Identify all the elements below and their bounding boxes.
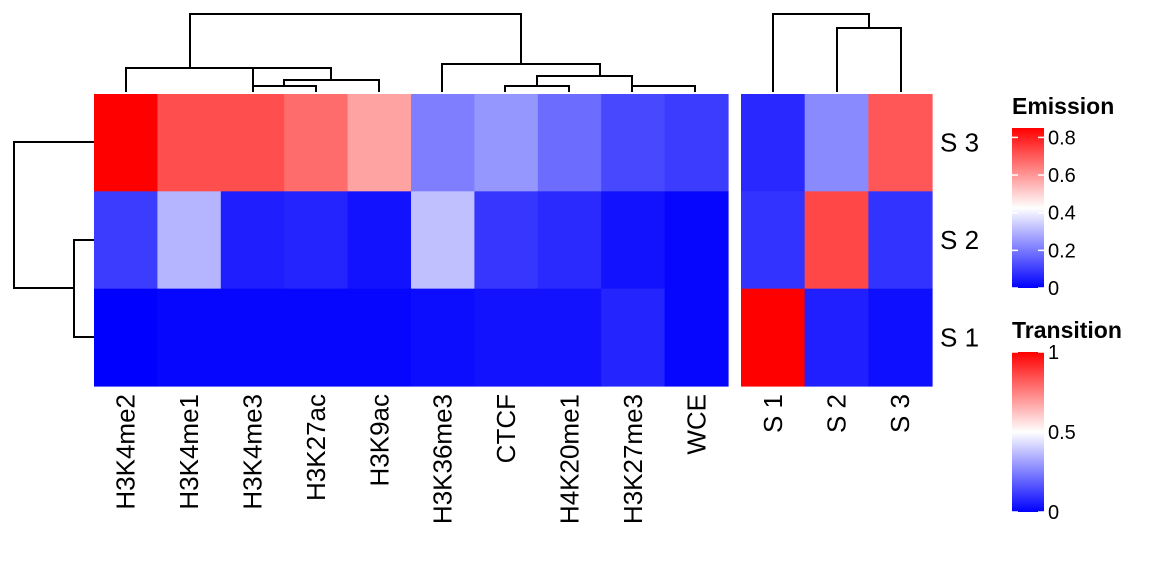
- transition-column-label: S 3: [885, 394, 915, 433]
- transition-cell-S3-S1: [741, 94, 806, 192]
- transition-cell-S2-S3: [868, 191, 933, 290]
- emission-cell-S2-H4K20me1: [537, 191, 602, 290]
- transition-heatmap: [741, 94, 933, 387]
- emission-cell-S2-H3K4me3: [220, 191, 285, 290]
- heatmap-labels: H3K4me2 H3K4me1 H3K4me3 H3K27ac H3K9ac H3K36m…: [111, 128, 979, 524]
- row-label: S 1: [940, 322, 979, 352]
- emission-cell-S1-CTCF: [474, 288, 539, 387]
- row-label: S 2: [940, 225, 979, 255]
- emission-cell-S3-H3K4me3: [220, 94, 285, 192]
- transition-column-label: S 1: [758, 394, 788, 433]
- transition-legend-tick-label: 1: [1048, 342, 1059, 364]
- emission-cell-S1-H3K9ac: [347, 288, 412, 387]
- transition-column-label: S 2: [822, 394, 852, 433]
- emission-cell-S3-H3K9ac: [347, 94, 412, 192]
- emission-cell-S1-WCE: [664, 288, 729, 387]
- transition-cell-S3-S2: [804, 94, 869, 192]
- emission-cell-S3-H3K36me3: [411, 94, 475, 192]
- emission-cell-S3-H3K27ac: [284, 94, 349, 192]
- transition-legend-tick-label: 0.5: [1048, 422, 1076, 444]
- emission-cell-S3-CTCF: [474, 94, 539, 192]
- emission-cell-S2-H3K4me2: [94, 191, 158, 290]
- emission-column-label: WCE: [681, 394, 711, 455]
- emission-cell-S2-WCE: [664, 191, 729, 290]
- emission-legend-tick-label: 0.4: [1048, 203, 1076, 225]
- emission-column-label: H3K4me2: [111, 394, 141, 510]
- transition-cell-S1-S1: [741, 288, 806, 387]
- emission-cell-S1-H3K4me2: [94, 288, 158, 387]
- emission-column-label: CTCF: [491, 394, 521, 463]
- emission-cell-S2-H3K27ac: [284, 191, 349, 290]
- emission-legend-tick-label: 0: [1048, 278, 1059, 300]
- emission-column-label: H3K4me3: [238, 394, 268, 510]
- emission-column-label: H4K20me1: [555, 394, 585, 524]
- transition-cell-S2-S2: [804, 191, 869, 290]
- emission-column-label: H3K4me1: [174, 394, 204, 510]
- column-dendrogram-emission: [125, 13, 696, 92]
- emission-cell-S2-H3K27me3: [601, 191, 666, 290]
- emission-cell-S3-H3K4me1: [157, 94, 222, 192]
- transition-cell-S1-S3: [868, 288, 933, 387]
- emission-heatmap: [94, 94, 729, 387]
- emission-cell-S1-H3K27ac: [284, 288, 349, 387]
- emission-cell-S3-H3K4me2: [94, 94, 158, 192]
- emission-column-label: H3K27me3: [618, 394, 648, 524]
- emission-cell-S2-H3K36me3: [411, 191, 475, 290]
- transition-legend-tick-label: 0: [1048, 502, 1059, 524]
- emission-legend-tick-label: 0.6: [1048, 165, 1076, 187]
- transition-cell-S1-S2: [804, 288, 869, 387]
- emission-cell-S3-H4K20me1: [537, 94, 602, 192]
- column-dendrogram-transition: [772, 13, 902, 92]
- emission-colorbar: [1012, 128, 1044, 288]
- emission-cell-S1-H3K36me3: [411, 288, 475, 387]
- emission-cell-S2-CTCF: [474, 191, 539, 290]
- emission-cell-S1-H3K4me1: [157, 288, 222, 387]
- transition-cell-S3-S3: [868, 94, 933, 192]
- emission-column-label: H3K27ac: [301, 394, 331, 501]
- emission-cell-S1-H4K20me1: [537, 288, 602, 387]
- row-dendrogram: [13, 141, 94, 338]
- row-label: S 3: [940, 128, 979, 158]
- emission-cell-S3-H3K27me3: [601, 94, 666, 192]
- emission-legend-tick-label: 0.8: [1048, 127, 1076, 149]
- emission-cell-S1-H3K27me3: [601, 288, 666, 387]
- transition-cell-S2-S1: [741, 191, 806, 290]
- emission-legend: Emission 0.8 0.6 0.4 0.2 0: [1012, 93, 1114, 300]
- emission-cell-S2-H3K4me1: [157, 191, 222, 290]
- emission-cell-S1-H3K4me3: [220, 288, 285, 387]
- emission-column-label: H3K36me3: [428, 394, 458, 524]
- emission-legend-title: Emission: [1012, 93, 1114, 119]
- emission-cell-S2-H3K9ac: [347, 191, 412, 290]
- emission-legend-tick-label: 0.2: [1048, 240, 1076, 262]
- transition-legend-title: Transition: [1012, 317, 1122, 343]
- emission-column-label: H3K9ac: [364, 394, 394, 487]
- emission-cell-S3-WCE: [664, 94, 729, 192]
- transition-legend: Transition 1 0.5 0: [1012, 317, 1122, 524]
